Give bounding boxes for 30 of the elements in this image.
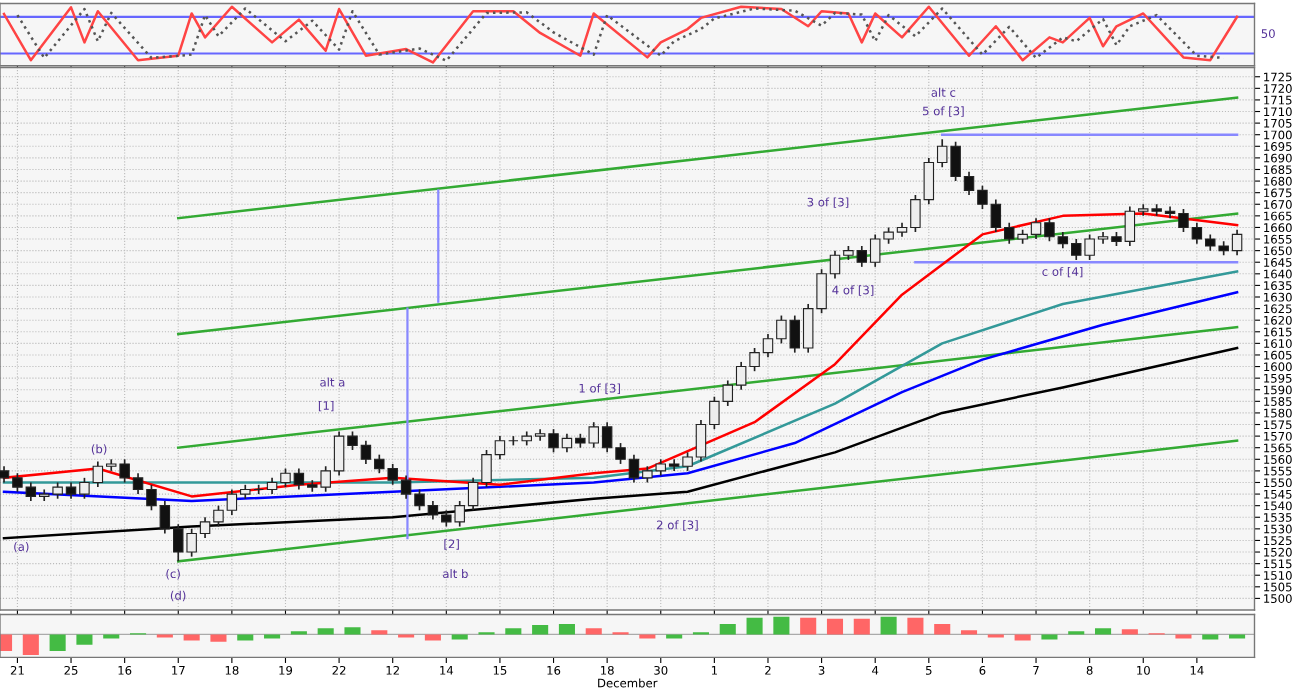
line-series: [2, 270, 1239, 484]
bar: [505, 628, 522, 635]
bar: [183, 634, 200, 641]
bar: [49, 634, 66, 651]
bar: [719, 624, 736, 635]
bar: [424, 634, 441, 641]
bar: [558, 624, 575, 635]
bar: [237, 634, 254, 641]
bar: [317, 628, 334, 635]
line-series: [2, 346, 1239, 540]
bar: [934, 624, 951, 635]
bar: [1014, 634, 1031, 641]
bar: [585, 628, 602, 635]
bar: [907, 617, 924, 635]
bar: [1202, 634, 1219, 640]
bar: [1041, 634, 1058, 640]
bar: [210, 634, 227, 642]
bar: [853, 618, 870, 635]
bar: [800, 617, 817, 635]
bar: [76, 634, 93, 645]
bar: [1095, 628, 1112, 635]
bar: [22, 634, 39, 656]
bar: [451, 634, 468, 640]
bar: [532, 625, 549, 635]
bar: [344, 627, 361, 635]
bar: [880, 616, 897, 635]
bar: [1121, 629, 1138, 635]
bar: [826, 618, 844, 635]
bar: [773, 616, 790, 635]
bar: [746, 617, 763, 635]
